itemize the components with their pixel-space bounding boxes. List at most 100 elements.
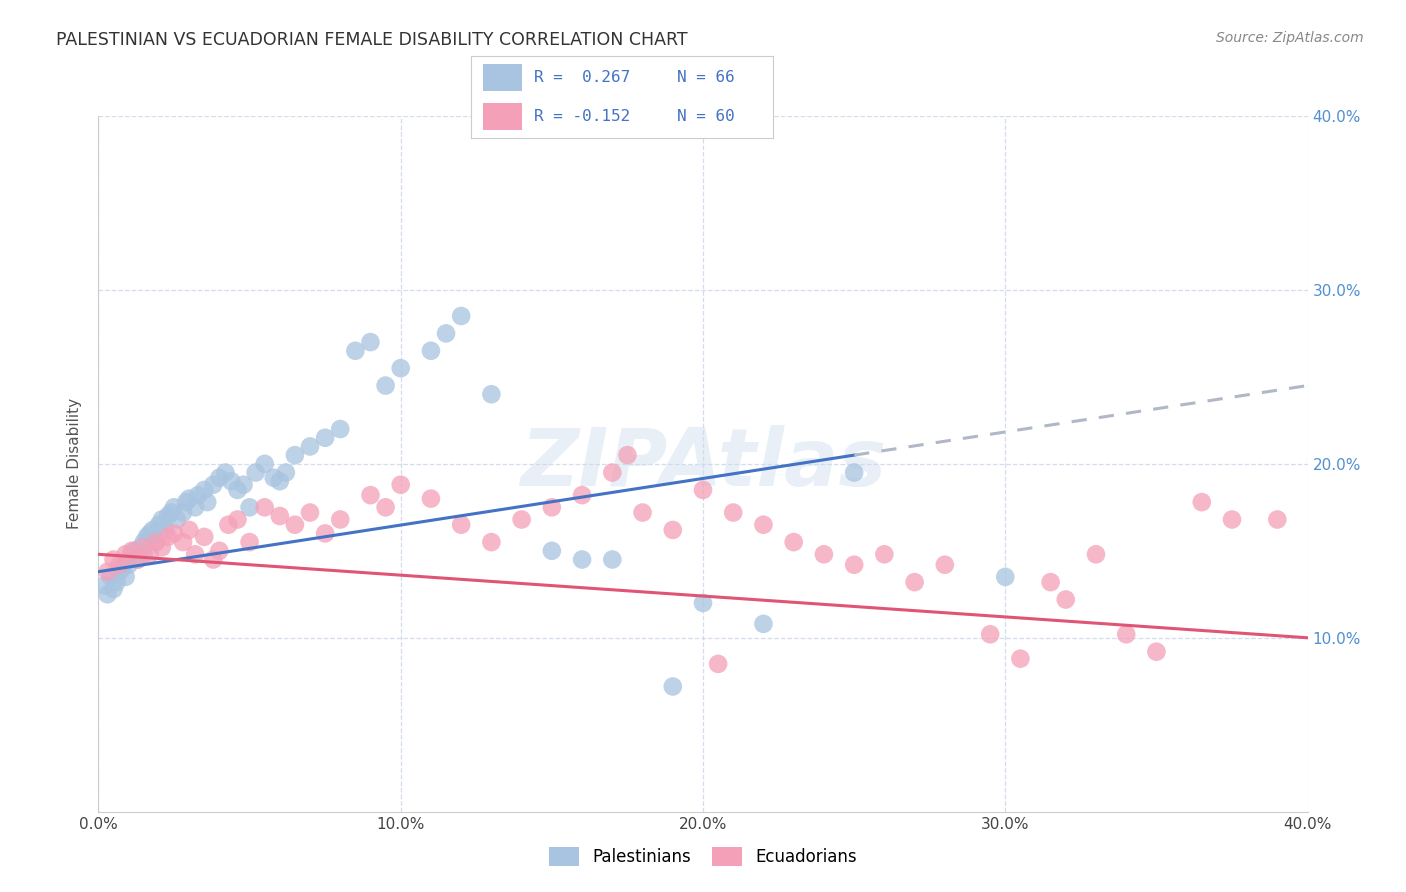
Point (571, 552, 593, 566)
Text: Source: ZipAtlas.com: Source: ZipAtlas.com (1216, 31, 1364, 45)
Point (179, 523, 201, 537)
Point (160, 506, 183, 520)
Point (163, 526, 186, 541)
Point (172, 535, 194, 549)
Point (844, 558, 866, 572)
Point (994, 570, 1017, 584)
Point (184, 500, 207, 515)
Point (132, 535, 155, 549)
Point (193, 483, 215, 497)
Point (314, 526, 336, 541)
Point (108, 558, 131, 572)
Point (166, 512, 188, 526)
Point (420, 343, 443, 358)
Point (239, 500, 262, 515)
Point (752, 517, 775, 532)
Point (139, 526, 162, 541)
Point (450, 309, 472, 323)
Point (150, 541, 173, 555)
Point (314, 431, 336, 445)
Point (208, 543, 231, 558)
Point (245, 466, 267, 480)
Point (253, 457, 276, 471)
Point (118, 558, 141, 572)
Point (221, 474, 243, 488)
Point (142, 523, 165, 537)
Point (187, 488, 209, 502)
Point (389, 477, 412, 491)
Text: N = 66: N = 66 (676, 70, 734, 86)
Point (602, 552, 624, 566)
Point (450, 517, 472, 532)
Point (253, 500, 276, 515)
Point (232, 477, 254, 491)
Point (1115, 627, 1137, 641)
Point (813, 547, 835, 561)
Point (124, 543, 146, 558)
Point (172, 506, 194, 520)
Point (139, 547, 162, 561)
Point (752, 616, 775, 631)
FancyBboxPatch shape (484, 64, 523, 92)
FancyBboxPatch shape (484, 103, 523, 130)
Point (226, 512, 249, 526)
Text: PALESTINIAN VS ECUADORIAN FEMALE DISABILITY CORRELATION CHART: PALESTINIAN VS ECUADORIAN FEMALE DISABIL… (56, 31, 688, 49)
Point (540, 500, 562, 515)
Point (662, 680, 685, 694)
Point (284, 517, 307, 532)
Text: N = 60: N = 60 (676, 109, 734, 124)
Point (269, 508, 291, 523)
Point (374, 500, 396, 515)
Point (114, 570, 136, 584)
Point (127, 552, 149, 566)
Point (299, 440, 322, 454)
Point (434, 326, 457, 341)
Point (121, 543, 143, 558)
Point (540, 543, 562, 558)
Point (420, 491, 443, 506)
Point (202, 477, 225, 491)
Point (132, 541, 155, 555)
Text: ZIPAtlas: ZIPAtlas (520, 425, 886, 503)
Point (783, 535, 806, 549)
Point (217, 517, 239, 532)
Point (114, 547, 136, 561)
Point (135, 530, 157, 544)
Point (844, 466, 866, 480)
Point (195, 495, 218, 509)
Text: R = -0.152: R = -0.152 (534, 109, 631, 124)
Point (1267, 512, 1289, 526)
Point (132, 547, 155, 561)
Point (602, 466, 624, 480)
Point (329, 422, 352, 436)
Point (156, 530, 179, 544)
Point (93, 578, 115, 592)
Point (96, 587, 118, 601)
Point (148, 517, 170, 532)
Text: R =  0.267: R = 0.267 (534, 70, 631, 86)
Point (118, 552, 141, 566)
Point (873, 547, 896, 561)
Point (904, 575, 927, 590)
Point (263, 471, 285, 485)
Point (214, 466, 236, 480)
Point (121, 547, 143, 561)
Point (299, 506, 322, 520)
Point (145, 535, 167, 549)
Point (156, 508, 179, 523)
Point (723, 506, 745, 520)
Legend: Palestinians, Ecuadorians: Palestinians, Ecuadorians (543, 840, 863, 873)
Point (571, 488, 593, 502)
Point (979, 627, 1001, 641)
Point (100, 570, 122, 584)
Point (1039, 575, 1062, 590)
Point (127, 552, 149, 566)
Point (344, 343, 367, 358)
Point (208, 471, 231, 485)
Point (108, 565, 131, 579)
Point (389, 361, 412, 376)
Point (179, 491, 201, 506)
Point (145, 535, 167, 549)
Point (616, 448, 638, 462)
Point (274, 466, 297, 480)
